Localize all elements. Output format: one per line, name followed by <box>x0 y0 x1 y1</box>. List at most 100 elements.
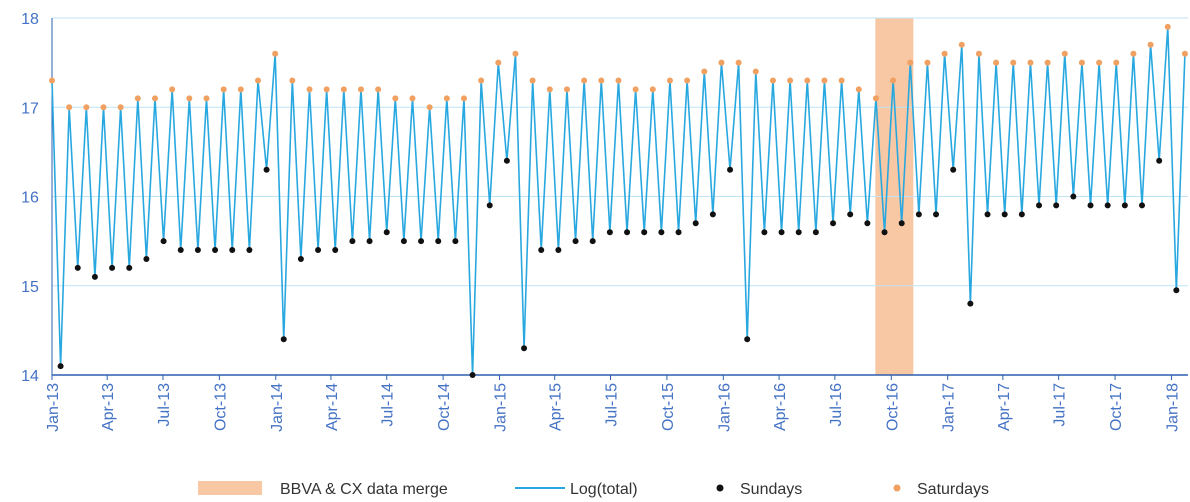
dot <box>315 247 322 254</box>
dot <box>735 59 742 66</box>
dot <box>993 59 1000 66</box>
legend-label: Log(total) <box>570 481 638 498</box>
dot <box>418 238 425 245</box>
dot <box>460 95 467 102</box>
legend-swatch <box>198 481 262 495</box>
dot <box>512 50 519 57</box>
dot <box>426 104 433 111</box>
dot <box>890 77 897 84</box>
dot <box>272 50 279 57</box>
dot <box>1044 59 1051 66</box>
dot <box>821 77 828 84</box>
dot <box>323 86 330 93</box>
dot <box>915 211 922 218</box>
dot <box>194 247 201 254</box>
dot <box>795 229 802 236</box>
dot <box>289 77 296 84</box>
dot <box>606 229 613 236</box>
x-tick-label: Jul-13 <box>156 383 173 427</box>
dot <box>589 238 596 245</box>
y-tick-label: 15 <box>21 279 39 296</box>
dot <box>950 166 957 173</box>
x-tick-label: Jan-14 <box>269 383 286 432</box>
dot <box>727 166 734 173</box>
dot <box>151 95 158 102</box>
dot <box>855 86 862 93</box>
dot <box>615 77 622 84</box>
legend-swatch <box>893 484 901 492</box>
dot <box>701 68 708 75</box>
x-tick-label: Oct-13 <box>212 383 229 431</box>
dot <box>74 264 81 271</box>
dot <box>1070 193 1077 200</box>
x-tick-label: Oct-16 <box>884 383 901 431</box>
dot <box>838 77 845 84</box>
dot <box>495 59 502 66</box>
x-tick-label: Apr-16 <box>772 383 789 431</box>
dot <box>1139 202 1146 209</box>
dot <box>967 300 974 307</box>
dot <box>186 95 193 102</box>
dot <box>409 95 416 102</box>
dot <box>443 95 450 102</box>
dot <box>126 264 133 271</box>
dot <box>357 86 364 93</box>
dot <box>83 104 90 111</box>
dot <box>1147 41 1154 48</box>
dot <box>958 41 965 48</box>
x-tick-label: Jul-16 <box>828 383 845 427</box>
dot <box>546 86 553 93</box>
dot <box>1036 202 1043 209</box>
legend-label: BBVA & CX data merge <box>280 481 448 498</box>
x-tick-label: Jul-14 <box>380 383 397 427</box>
legend-swatch <box>716 484 724 492</box>
dot <box>1018 211 1025 218</box>
dot <box>220 86 227 93</box>
dot <box>49 77 55 84</box>
dot <box>306 86 313 93</box>
dot <box>366 238 373 245</box>
dot <box>563 86 570 93</box>
x-tick-label: Jan-17 <box>941 383 958 432</box>
dot <box>1096 59 1103 66</box>
dot <box>1078 59 1085 66</box>
legend-label: Saturdays <box>917 481 989 498</box>
x-tick-label: Apr-13 <box>100 383 117 431</box>
dot <box>752 68 759 75</box>
dot <box>692 220 699 227</box>
dot <box>787 77 794 84</box>
dot <box>392 95 399 102</box>
dot <box>529 77 536 84</box>
dot <box>1087 202 1094 209</box>
dot <box>924 59 931 66</box>
dot <box>1121 202 1128 209</box>
dot <box>761 229 768 236</box>
dot <box>229 247 236 254</box>
x-tick-label: Jul-15 <box>603 383 620 427</box>
dot <box>812 229 819 236</box>
x-tick-label: Apr-15 <box>548 383 565 431</box>
dot <box>641 229 648 236</box>
x-tick-label: Jan-18 <box>1164 383 1181 432</box>
dot <box>177 247 184 254</box>
dot <box>649 86 656 93</box>
dot <box>1164 23 1171 30</box>
dot <box>66 104 73 111</box>
dot <box>769 77 776 84</box>
dot <box>933 211 940 218</box>
dot <box>109 264 116 271</box>
dot <box>907 59 914 66</box>
dot <box>1181 50 1188 57</box>
dot <box>675 229 682 236</box>
y-tick-label: 18 <box>21 11 39 28</box>
dot <box>117 104 124 111</box>
dot <box>975 50 982 57</box>
dot <box>1113 59 1120 66</box>
dot <box>332 247 339 254</box>
dot <box>984 211 991 218</box>
dot <box>1061 50 1068 57</box>
y-tick-label: 16 <box>21 190 39 207</box>
dot <box>1130 50 1137 57</box>
legend-label: Sundays <box>740 481 802 498</box>
x-tick-label: Apr-14 <box>324 383 341 431</box>
